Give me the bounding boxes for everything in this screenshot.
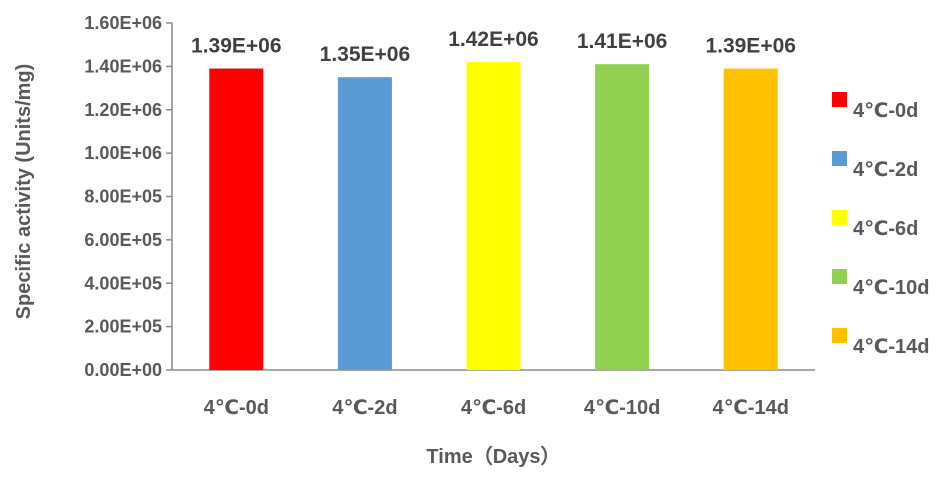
x-axis-title: Time（Days） <box>426 445 560 468</box>
legend-label: 4℃-0d <box>853 100 918 122</box>
x-axis-categories: 4℃-0d 4℃-2d 4℃-6d 4℃-10d 4℃-14d <box>204 397 789 419</box>
y-tick-label: 2.00E+05 <box>84 317 162 337</box>
y-axis-ticks: 0.00E+00 2.00E+05 4.00E+05 6.00E+05 8.00E+05… <box>84 13 172 380</box>
y-tick-label: 0.00E+00 <box>84 360 162 380</box>
x-category-label: 4℃-10d <box>584 397 660 419</box>
x-category-label: 4℃-2d <box>332 397 397 419</box>
legend-label: 4℃-14d <box>853 336 929 358</box>
bar-data-label: 1.39E+06 <box>705 35 796 58</box>
bar <box>209 68 264 370</box>
legend-swatch <box>832 210 847 225</box>
bar <box>723 68 778 370</box>
legend-swatch <box>832 92 847 107</box>
bar <box>466 62 521 370</box>
bar-data-label: 1.39E+06 <box>191 35 282 58</box>
x-category-label: 4℃-6d <box>461 397 526 419</box>
bars <box>209 62 778 371</box>
bar <box>337 77 392 370</box>
x-category-label: 4℃-14d <box>712 397 788 419</box>
y-tick-label: 1.60E+06 <box>84 13 162 33</box>
x-category-label: 4℃-0d <box>204 397 269 419</box>
legend-swatch <box>832 151 847 166</box>
y-tick-label: 1.40E+06 <box>84 56 162 76</box>
legend-swatch <box>832 328 847 343</box>
bar-data-label: 1.35E+06 <box>320 43 411 66</box>
y-tick-label: 1.20E+06 <box>84 100 162 120</box>
legend-swatch <box>832 269 847 284</box>
bar-data-label: 1.42E+06 <box>448 28 539 51</box>
y-tick-label: 8.00E+05 <box>84 187 162 207</box>
y-axis-title: Specific activity (Units/mg) <box>13 64 35 320</box>
bar-data-label: 1.41E+06 <box>577 30 668 53</box>
legend: 4℃-0d 4℃-2d 4℃-6d 4℃-10d 4℃-14d <box>832 92 929 358</box>
legend-label: 4℃-6d <box>853 218 918 240</box>
y-tick-label: 1.00E+06 <box>84 143 162 163</box>
data-labels: 1.39E+06 1.35E+06 1.42E+06 1.41E+06 1.39E+06 <box>191 28 796 66</box>
legend-label: 4℃-10d <box>853 277 929 299</box>
y-tick-label: 4.00E+05 <box>84 273 162 293</box>
y-tick-label: 6.00E+05 <box>84 230 162 250</box>
legend-label: 4℃-2d <box>853 159 918 181</box>
bar <box>595 64 650 371</box>
